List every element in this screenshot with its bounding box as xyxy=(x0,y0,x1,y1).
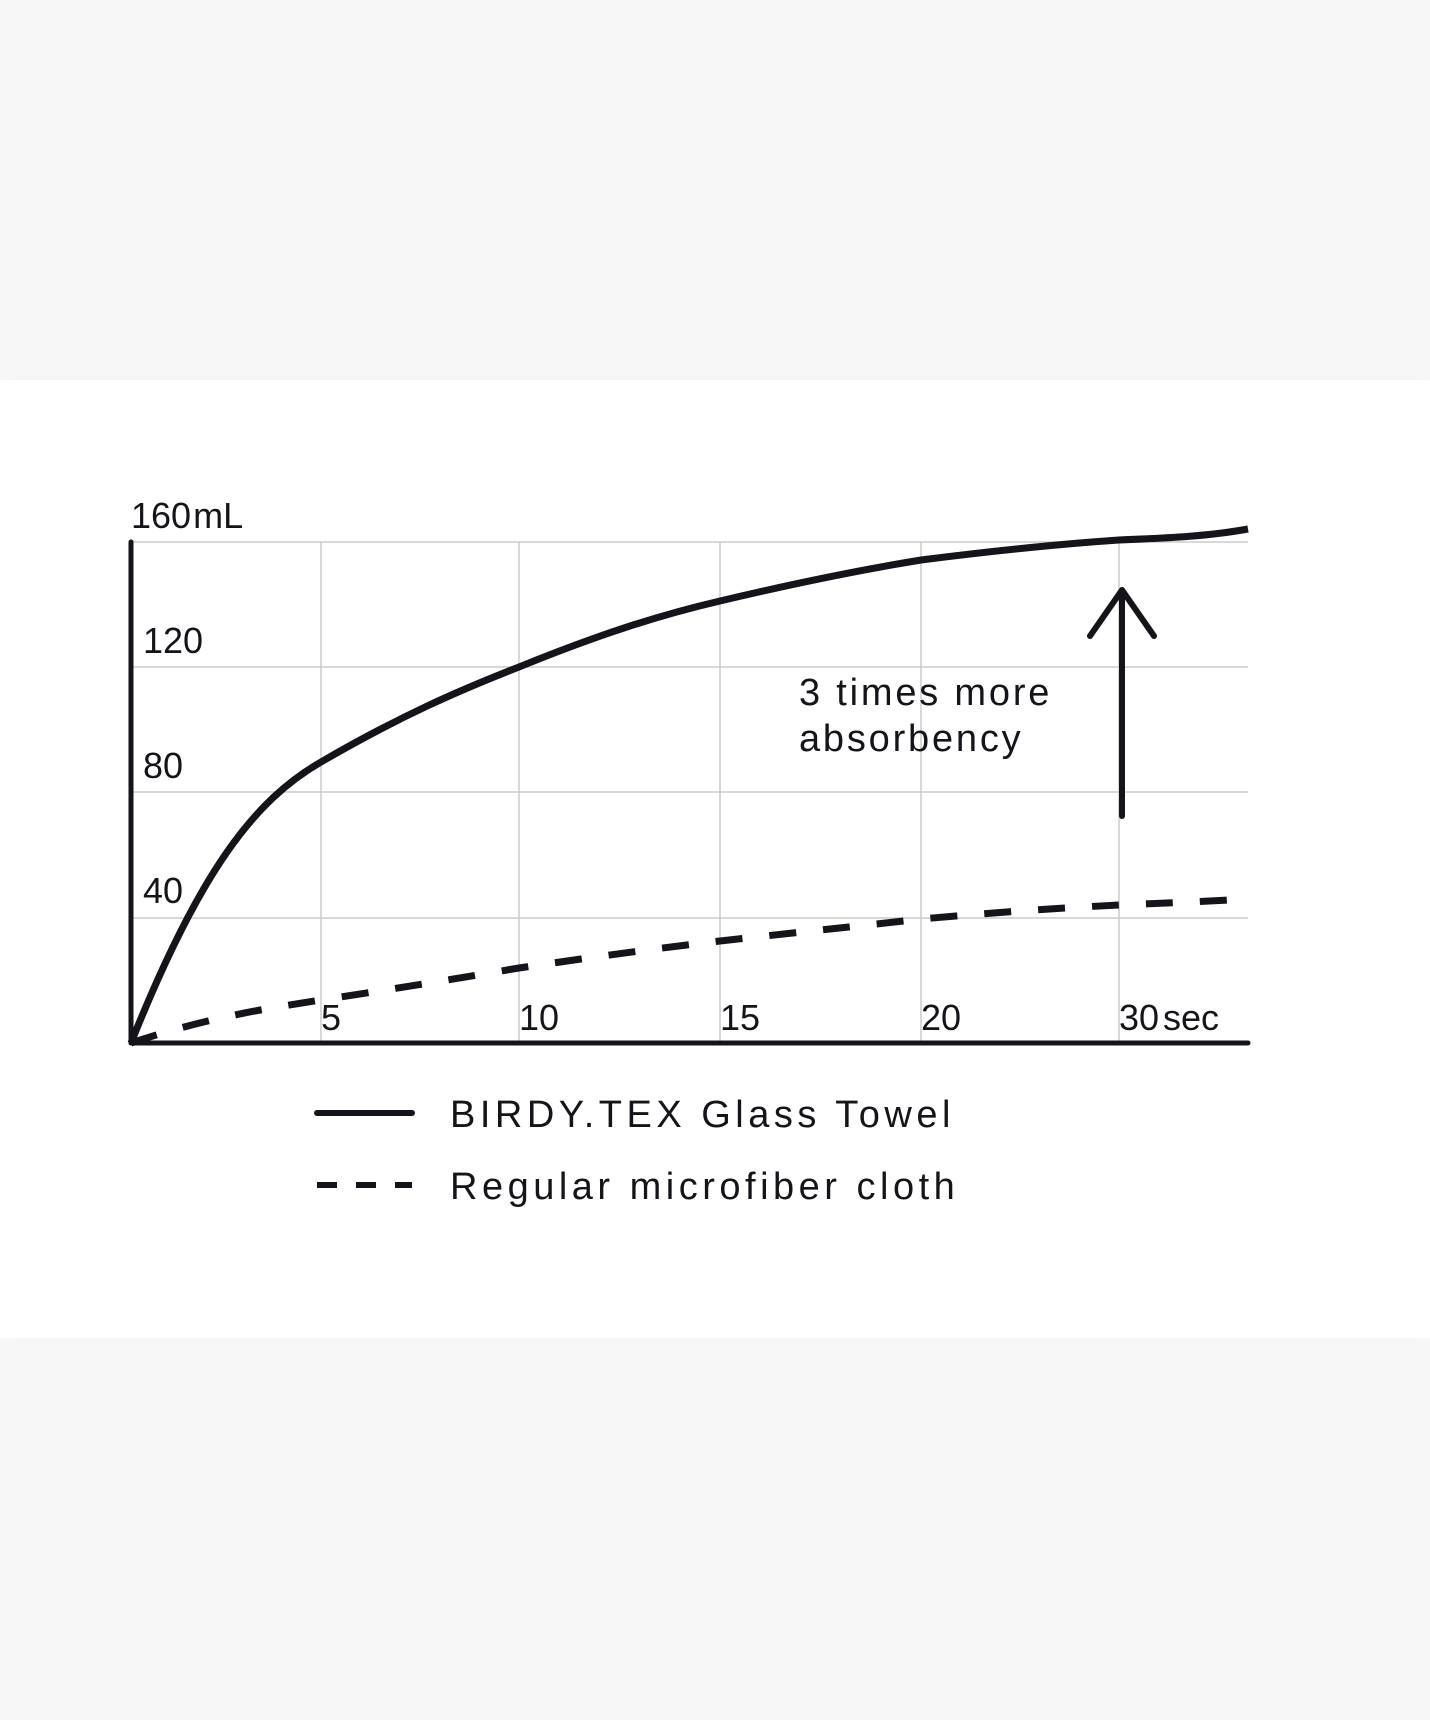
svg-text:3 times more: 3 times more xyxy=(799,672,1052,714)
svg-text:80: 80 xyxy=(143,745,183,786)
svg-text:15: 15 xyxy=(720,997,760,1038)
svg-text:sec: sec xyxy=(1163,997,1219,1038)
svg-text:5: 5 xyxy=(321,997,341,1038)
svg-text:20: 20 xyxy=(921,997,961,1038)
svg-text:Regular microfiber cloth: Regular microfiber cloth xyxy=(450,1166,959,1208)
svg-text:160mL: 160mL xyxy=(131,495,243,536)
svg-text:10: 10 xyxy=(519,997,559,1038)
svg-text:BIRDY.TEX Glass Towel: BIRDY.TEX Glass Towel xyxy=(450,1094,955,1136)
svg-text:absorbency: absorbency xyxy=(799,718,1023,760)
svg-text:120: 120 xyxy=(143,620,203,661)
svg-text:40: 40 xyxy=(143,870,183,911)
svg-text:30: 30 xyxy=(1119,997,1159,1038)
